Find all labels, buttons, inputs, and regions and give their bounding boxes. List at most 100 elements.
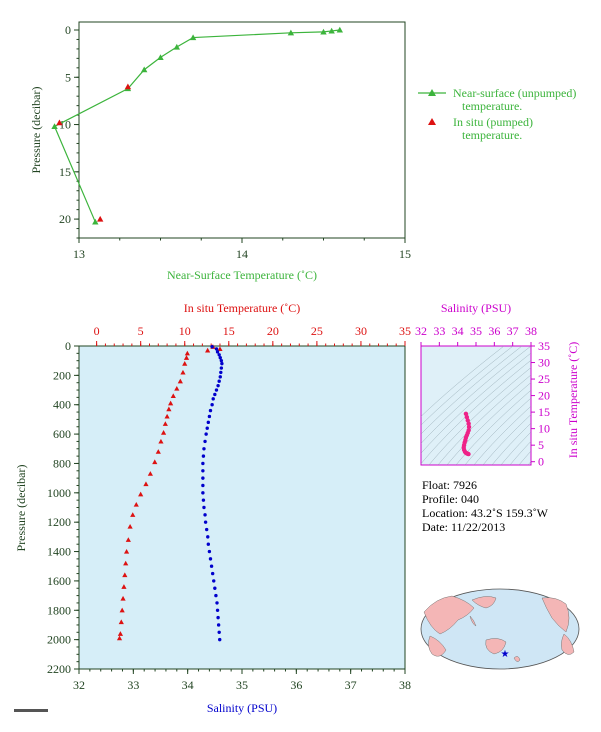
salinity-point (220, 361, 224, 366)
temperature-point (122, 572, 128, 578)
pumped-point (96, 215, 104, 222)
temperature-point (123, 560, 129, 566)
ts-sal-tick-label: 36 (488, 324, 500, 338)
sal-tick-label: 32 (73, 678, 85, 692)
salinity-point (218, 356, 222, 360)
salinity-point (212, 579, 216, 583)
salinity-point (201, 461, 205, 466)
salinity-point (210, 403, 214, 407)
legend-label-pumped-2: temperature. (462, 128, 522, 142)
density-contour (464, 397, 531, 465)
near-surface-frame (78, 21, 406, 239)
salinity-point (210, 345, 214, 349)
legend-label-pumped-1: In situ (pumped) (453, 115, 533, 129)
pressure-tick-label: 800 (53, 456, 71, 470)
float-position-marker: ★ (501, 649, 510, 660)
temperature-point (164, 413, 170, 419)
unpumped-point (328, 27, 335, 34)
salinity-point (217, 353, 221, 357)
salinity-point (217, 379, 221, 383)
profile-plot-area (78, 345, 406, 670)
salinity-point (214, 347, 219, 351)
temperature-point (138, 491, 144, 497)
salinity-point (218, 637, 222, 642)
temperature-point (123, 548, 130, 554)
pressure-tick-label: 1200 (47, 515, 71, 529)
ts-sal-tick-label: 35 (470, 324, 482, 338)
near-surface-panel: 13 14 15 0 5 10 15 20 Near-Surface Temperature … (29, 21, 576, 282)
float-location: Location: 43.2˚S 159.3˚W (422, 506, 549, 520)
salinity-point (214, 388, 219, 392)
temperature-point (170, 393, 176, 398)
salinity-point (201, 476, 205, 480)
temp-tick-label: 10 (179, 324, 191, 338)
salinity-point (202, 447, 206, 451)
temperature-point (127, 523, 133, 529)
density-contour (482, 414, 531, 465)
unpumped-point (141, 66, 148, 73)
salinity-point (219, 370, 223, 375)
density-contour (421, 346, 531, 444)
ts-temp-tick-label: 10 (538, 422, 550, 436)
y-tick-label: 0 (65, 23, 71, 37)
ts-ticks: 32 33 34 35 36 37 38 0 5 10 15 20 25 30 35 (415, 324, 550, 469)
sal-tick-label: 34 (182, 678, 194, 692)
temperature-point (162, 421, 168, 426)
temperature-point (158, 438, 164, 444)
salinity-point (209, 564, 214, 568)
temperature-point (160, 430, 167, 435)
ts-point (466, 424, 472, 430)
temperature-point (143, 481, 149, 487)
temperature-point (168, 400, 174, 406)
near-surface-ticks: 13 14 15 0 5 10 15 20 (59, 23, 411, 261)
temperature-point (152, 459, 158, 465)
unpumped-point (173, 43, 180, 50)
ts-point (463, 411, 469, 416)
near-surface-series (51, 26, 343, 225)
salinity-point (201, 491, 205, 495)
temp-tick-label: 20 (267, 324, 279, 338)
temperature-point (117, 631, 124, 636)
temperature-point (166, 406, 172, 412)
salinity-point (208, 408, 213, 413)
y-tick-label: 15 (59, 165, 71, 179)
ts-sal-tick-label: 32 (415, 324, 427, 338)
salinity-point (218, 375, 222, 379)
location-map: ★ (420, 588, 580, 670)
ts-point (465, 418, 470, 423)
ts-temp-tick-label: 30 (538, 356, 550, 370)
ts-density-contours (421, 346, 531, 465)
pressure-tick-label: 1600 (47, 574, 71, 588)
salinity-point (216, 615, 220, 620)
ts-sal-tick-label: 37 (507, 324, 519, 338)
pressure-tick-label: 400 (53, 398, 71, 412)
temperature-point (183, 355, 190, 360)
ts-temp-tick-label: 0 (538, 455, 544, 469)
temperature-point (217, 346, 223, 352)
temperature-point (130, 512, 136, 517)
density-contour (509, 440, 531, 465)
profile-number: Profile: 040 (422, 492, 479, 506)
density-contour (446, 382, 531, 465)
sal-tick-label: 33 (127, 678, 139, 692)
profile-series (116, 344, 224, 642)
salinity-point (208, 557, 213, 561)
temperature-point (118, 619, 124, 625)
salinity-point (202, 505, 206, 510)
density-contour (421, 346, 514, 426)
float-id: Float: 7926 (422, 478, 477, 492)
temperature-point (120, 595, 126, 601)
salinity-point (201, 498, 206, 502)
temperature-point (116, 635, 123, 641)
pressure-tick-label: 200 (53, 368, 71, 382)
legend-label-unpumped-1: Near-surface (unpumped) (453, 86, 576, 100)
unpumped-point (157, 54, 164, 60)
ts-point (466, 421, 471, 426)
ts-contour-lines (421, 346, 531, 465)
ts-temp-tick-label: 35 (538, 339, 550, 353)
pressure-tick-label: 2000 (47, 633, 71, 647)
salinity-point (203, 520, 208, 524)
salinity-point (216, 623, 221, 627)
profile-panel: 0 5 10 15 20 25 30 35 32 33 34 35 36 37 38 0 200 400 600 80… (14, 301, 411, 715)
temp-tick-label: 5 (138, 324, 144, 338)
